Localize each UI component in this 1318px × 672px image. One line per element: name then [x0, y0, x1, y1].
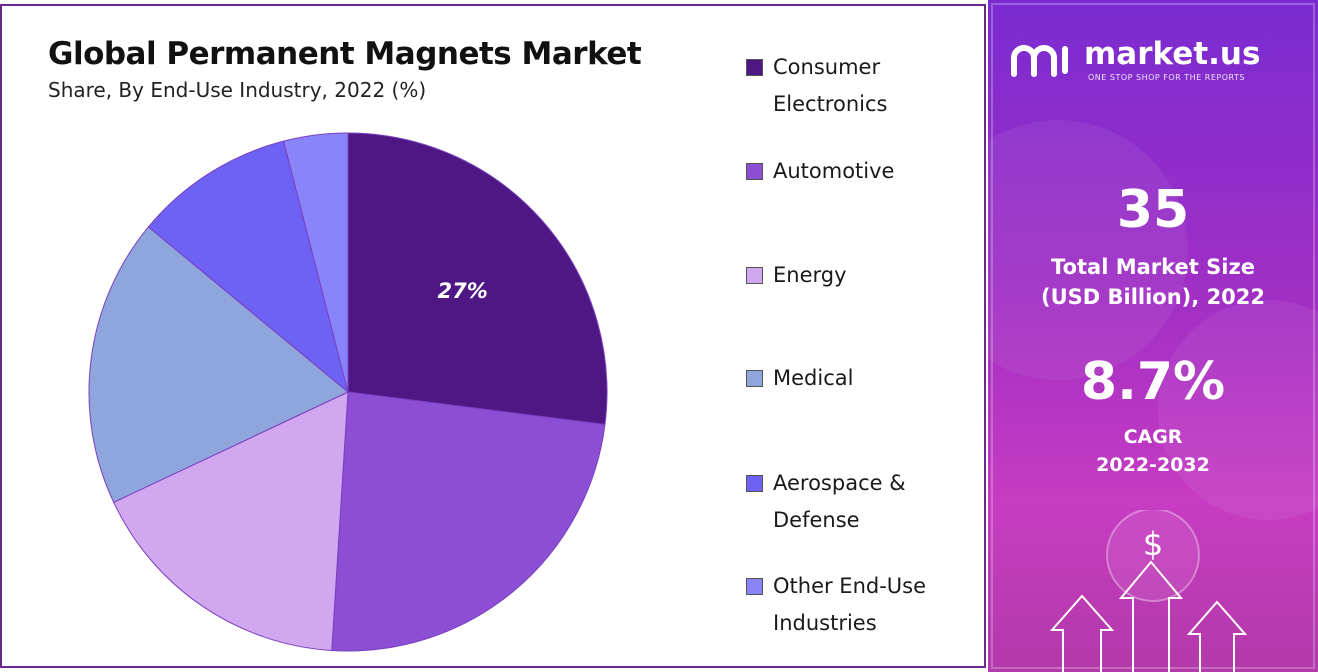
legend-label: Industries [773, 611, 877, 635]
dollar-symbol-icon: $ [1143, 525, 1163, 563]
legend-label: Aerospace & [773, 471, 906, 495]
pie-slice-energy [112, 391, 349, 652]
pie-slice-automotive [331, 391, 606, 652]
background-shape [988, 120, 1188, 380]
pie-slice-medical [88, 226, 349, 503]
market-size-label-line1: Total Market Size [1051, 255, 1255, 279]
pie-chart: 27% [88, 132, 608, 652]
legend-label: Energy [773, 263, 847, 287]
legend-label: Consumer [773, 55, 881, 79]
chart-subtitle: Share, By End-Use Industry, 2022 (%) [48, 78, 427, 102]
legend-swatch [746, 267, 763, 284]
market-size-value: 35 [1116, 180, 1190, 240]
cagr-label-line2: 2022-2032 [1096, 454, 1210, 476]
legend-swatch [746, 163, 763, 180]
cagr-label-line1: CAGR [1123, 426, 1183, 448]
stats-panel: market.us ONE STOP SHOP FOR THE REPORTS … [988, 0, 1318, 672]
legend-swatch [746, 59, 763, 76]
legend-swatch [746, 475, 763, 492]
legend-label: Defense [773, 508, 860, 532]
legend-label: Other End-Use [773, 574, 927, 598]
market-us-logo-icon [1011, 45, 1068, 77]
legend-label: Electronics [773, 92, 888, 116]
legend-label: Medical [773, 366, 854, 390]
legend-label: Automotive [773, 159, 895, 183]
chart-panel: Global Permanent Magnets Market Share, B… [0, 4, 986, 668]
brand-name: market.us [1084, 36, 1261, 72]
market-size-label-line2: (USD Billion), 2022 [1040, 285, 1266, 309]
legend-swatch [746, 370, 763, 387]
data-label: 27% [437, 279, 487, 303]
chart-title: Global Permanent Magnets Market [48, 36, 642, 72]
brand-tagline: ONE STOP SHOP FOR THE REPORTS [1088, 73, 1245, 82]
cagr-value: 8.7% [1080, 352, 1226, 412]
pie-slice-consumer-electronics [347, 132, 608, 426]
legend-swatch [746, 578, 763, 595]
pie-slice-aerospace-defense [147, 140, 349, 394]
pie-slice-other-industries [282, 132, 349, 393]
growth-arrows-decoration: $ [1049, 510, 1248, 672]
